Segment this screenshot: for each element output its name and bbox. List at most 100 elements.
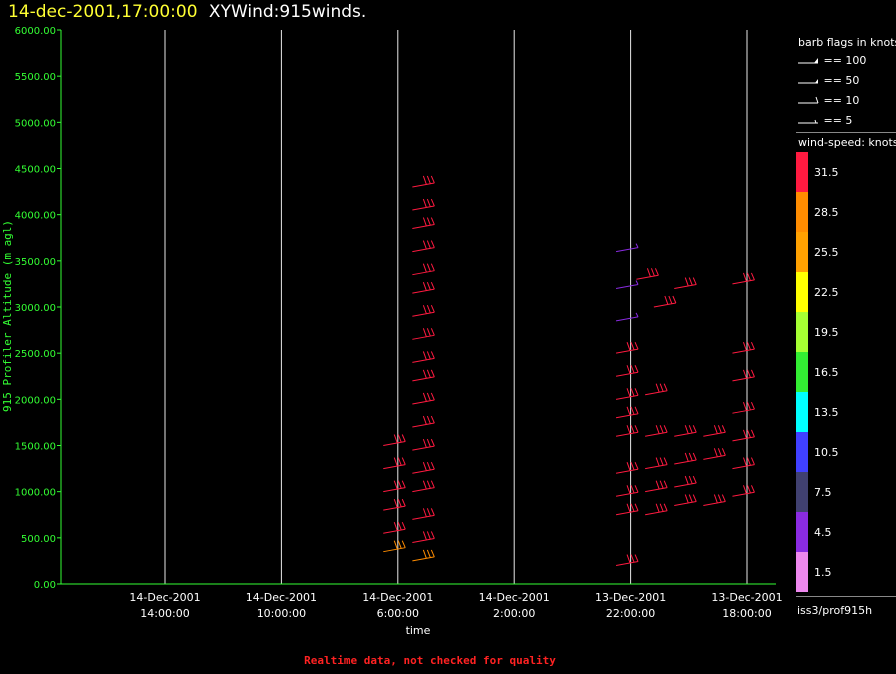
speed-color-swatch bbox=[796, 312, 808, 352]
wind-barb bbox=[383, 498, 406, 511]
header-title: XYWind:915winds. bbox=[208, 2, 367, 22]
y-tick-label: 5000.00 bbox=[15, 118, 56, 129]
wind-barb bbox=[412, 305, 435, 317]
flag-legend-label: == 50 bbox=[820, 74, 860, 87]
wind-barb bbox=[412, 198, 435, 211]
wind-barb bbox=[412, 351, 435, 363]
x-tick-date: 14-Dec-2001 bbox=[479, 591, 550, 604]
speed-scale-label: 13.5 bbox=[814, 406, 839, 419]
wind-barb bbox=[674, 425, 697, 437]
wind-barb bbox=[412, 263, 435, 276]
speed-scale-label: 7.5 bbox=[814, 486, 832, 499]
speed-color-swatch bbox=[796, 552, 808, 592]
wind-barb bbox=[615, 554, 639, 567]
wind-barb bbox=[674, 475, 697, 488]
wind-barb bbox=[645, 383, 668, 396]
data-source-label: iss3/prof915h bbox=[797, 604, 873, 617]
flags-legend-title: barb flags in knots bbox=[798, 36, 896, 49]
wind-barb bbox=[703, 494, 726, 507]
flag-legend-row: == 50 bbox=[798, 74, 859, 88]
wind-barb bbox=[615, 503, 639, 516]
speed-scale-row: 16.5 bbox=[796, 352, 896, 392]
chart-header: 14-dec-2001,17:00:00 XYWind:915winds. bbox=[8, 2, 366, 22]
wind-barb bbox=[383, 522, 406, 534]
speed-color-swatch bbox=[796, 432, 808, 472]
wind-barb bbox=[645, 503, 668, 516]
wind-barb bbox=[674, 277, 697, 290]
y-tick-label: 5500.00 bbox=[15, 72, 56, 83]
x-tick-time: 10:00:00 bbox=[257, 607, 306, 620]
speed-scale-row: 19.5 bbox=[796, 312, 896, 352]
speed-scale-label: 19.5 bbox=[814, 326, 839, 339]
wind-barb bbox=[615, 406, 639, 419]
wind-barb bbox=[674, 494, 697, 507]
y-tick-label: 4500.00 bbox=[15, 165, 56, 176]
flag-legend-row: == 10 bbox=[798, 94, 859, 108]
wind-barb bbox=[703, 448, 726, 460]
wind-barb bbox=[383, 434, 406, 446]
legend-divider bbox=[796, 132, 896, 133]
wind-barb bbox=[615, 280, 639, 290]
x-axis-label: time bbox=[406, 624, 431, 637]
wind-barb bbox=[412, 281, 435, 294]
wind-barb bbox=[412, 369, 435, 382]
speed-scale-row: 10.5 bbox=[796, 432, 896, 472]
y-tick-labels: 0.00 500.00 1000.00 1500.00 2000.00 2500.00 30… bbox=[15, 26, 56, 591]
y-tick-label: 3000.00 bbox=[15, 303, 56, 314]
speed-color-swatch bbox=[796, 392, 808, 432]
wind-barb bbox=[383, 457, 406, 470]
wind-barb bbox=[645, 480, 668, 493]
speed-scale-row: 25.5 bbox=[796, 232, 896, 272]
flag-legend-label: == 100 bbox=[820, 54, 867, 67]
legend: barb flags in knots == 100 == 50 == 10 =… bbox=[796, 26, 896, 626]
wind-barb bbox=[383, 540, 406, 553]
speed-color-swatch bbox=[796, 512, 808, 552]
speed-scale-row: 31.5 bbox=[796, 152, 896, 192]
wind-barb bbox=[412, 549, 435, 562]
wind-barb bbox=[732, 485, 755, 497]
flag-legend-row: == 5 bbox=[798, 114, 852, 128]
speed-scale-label: 22.5 bbox=[814, 286, 839, 299]
wind-barb bbox=[615, 425, 639, 437]
wind-barb bbox=[703, 425, 726, 437]
wind-barb bbox=[645, 425, 668, 437]
wind-barb bbox=[636, 268, 659, 280]
speed-color-swatch bbox=[796, 232, 808, 272]
y-tick-label: 4000.00 bbox=[15, 211, 56, 222]
speed-scale-label: 31.5 bbox=[814, 166, 839, 179]
speed-scale-row: 4.5 bbox=[796, 512, 896, 552]
wind-barb bbox=[412, 531, 435, 543]
wind-barb bbox=[732, 457, 755, 470]
speed-legend-title: wind-speed: knots bbox=[798, 136, 896, 149]
wind-barb bbox=[412, 240, 435, 253]
wind-barb bbox=[412, 438, 435, 451]
speed-scale-row: 22.5 bbox=[796, 272, 896, 312]
wind-barb bbox=[615, 243, 639, 253]
wind-barb bbox=[412, 328, 435, 340]
x-tick-time: 18:00:00 bbox=[722, 607, 771, 620]
y-tick-label: 500.00 bbox=[21, 534, 56, 545]
y-tick-label: 1500.00 bbox=[15, 442, 56, 453]
wind-barb bbox=[645, 457, 668, 470]
wind-barb bbox=[615, 312, 639, 322]
speed-scale-label: 10.5 bbox=[814, 446, 839, 459]
chart-axes bbox=[57, 29, 776, 585]
speed-color-swatch bbox=[796, 472, 808, 512]
x-tick-time: 2:00:00 bbox=[493, 607, 535, 620]
y-tick-label: 2000.00 bbox=[15, 395, 56, 406]
wind-barb bbox=[732, 429, 755, 442]
legend-divider-bottom bbox=[796, 596, 896, 597]
x-tick-time: 6:00:00 bbox=[377, 607, 419, 620]
wind-barb bbox=[732, 401, 755, 414]
wind-chart: 0.00 500.00 1000.00 1500.00 2000.00 2500.00 30… bbox=[1, 26, 783, 637]
wind-barb bbox=[412, 508, 435, 520]
x-tick-date: 14-Dec-2001 bbox=[362, 591, 433, 604]
quality-notice: Realtime data, not checked for quality bbox=[304, 654, 556, 667]
wind-barb bbox=[653, 295, 677, 308]
speed-scale-row: 7.5 bbox=[796, 472, 896, 512]
speed-scale-label: 4.5 bbox=[814, 526, 832, 539]
x-tick-time: 22:00:00 bbox=[606, 607, 655, 620]
wind-barb bbox=[412, 175, 435, 188]
wind-barb bbox=[615, 388, 639, 400]
wind-barb bbox=[732, 341, 755, 354]
